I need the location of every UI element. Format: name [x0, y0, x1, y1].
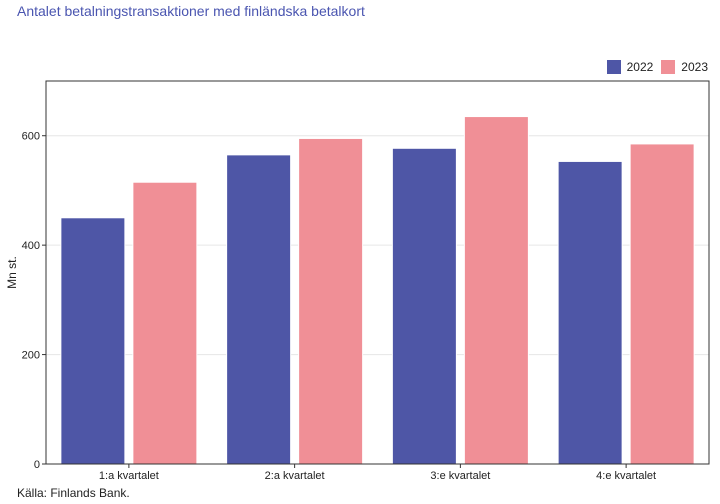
y-tick-label-0: 0 [34, 459, 40, 471]
legend-item-2023: 2023 [661, 60, 708, 74]
y-axis-title: Mn st. [5, 256, 19, 289]
source-note: Källa: Finlands Bank. [17, 486, 130, 500]
bar-2023-2 [298, 137, 364, 465]
y-tick-label-200: 200 [22, 350, 40, 362]
bar-2022-3 [391, 147, 457, 465]
legend-swatch-2022 [606, 60, 621, 74]
legend-swatch-2023 [661, 60, 676, 74]
x-tick-label-2: 2:a kvartalet [265, 470, 325, 482]
y-tick-label-400: 400 [22, 240, 40, 252]
chart-title: Antalet betalningstransaktioner med finl… [17, 3, 365, 19]
x-tick-label-1: 1:a kvartalet [99, 470, 159, 482]
x-tick-label-4: 4:e kvartalet [596, 470, 656, 482]
bar-2022-1 [60, 217, 126, 465]
x-tick-label-3: 3:e kvartalet [430, 470, 490, 482]
bar-2023-1 [132, 181, 198, 465]
plot-border [45, 80, 710, 465]
y-tick-label-600: 600 [22, 131, 40, 143]
legend-label-2022: 2022 [626, 60, 654, 74]
bar-2022-2 [226, 154, 292, 465]
bar-2023-3 [463, 116, 529, 465]
bar-2023-4 [629, 143, 695, 465]
legend: 2022 2023 [599, 60, 708, 74]
bar-2022-4 [557, 160, 623, 465]
legend-label-2023: 2023 [681, 60, 708, 74]
legend-item-2022: 2022 [606, 60, 654, 74]
